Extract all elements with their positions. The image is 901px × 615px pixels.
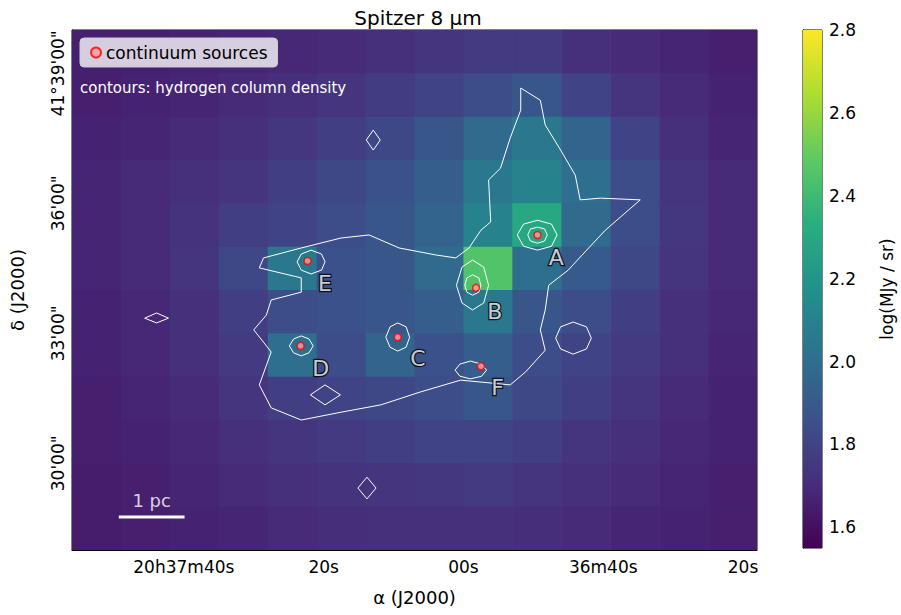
svg-text:20s: 20s [308,557,339,577]
svg-text:continuum sources: continuum sources [106,43,268,63]
svg-text:E: E [318,271,332,296]
svg-text:2.0: 2.0 [829,352,856,372]
svg-text:D: D [312,356,329,381]
svg-text:2.6: 2.6 [829,103,856,123]
svg-text:C: C [410,346,425,371]
svg-text:33'00": 33'00" [48,305,68,361]
svg-text:36'00": 36'00" [48,175,68,231]
svg-text:20s: 20s [728,557,759,577]
svg-text:2.8: 2.8 [829,20,856,40]
svg-text:α (J2000): α (J2000) [373,587,456,608]
svg-text:1.6: 1.6 [829,517,856,537]
svg-text:20h37m40s: 20h37m40s [133,557,234,577]
svg-text:2.4: 2.4 [829,186,856,206]
svg-text:1 pc: 1 pc [132,490,171,511]
svg-text:F: F [491,375,504,400]
svg-text:00s: 00s [448,557,479,577]
svg-text:contours: hydrogen column dens: contours: hydrogen column density [80,79,346,97]
svg-text:1.8: 1.8 [829,434,856,454]
svg-text:B: B [487,299,502,324]
svg-text:Spitzer 8 μm: Spitzer 8 μm [354,6,481,30]
svg-text:2.2: 2.2 [829,269,856,289]
svg-text:41°39'00": 41°39'00" [48,30,68,116]
svg-text:log(MJy / sr): log(MJy / sr) [877,238,897,339]
svg-text:36m40s: 36m40s [569,557,638,577]
svg-text:A: A [549,245,564,270]
svg-text:δ (J2000): δ (J2000) [7,249,28,331]
svg-text:30'00": 30'00" [48,435,68,491]
